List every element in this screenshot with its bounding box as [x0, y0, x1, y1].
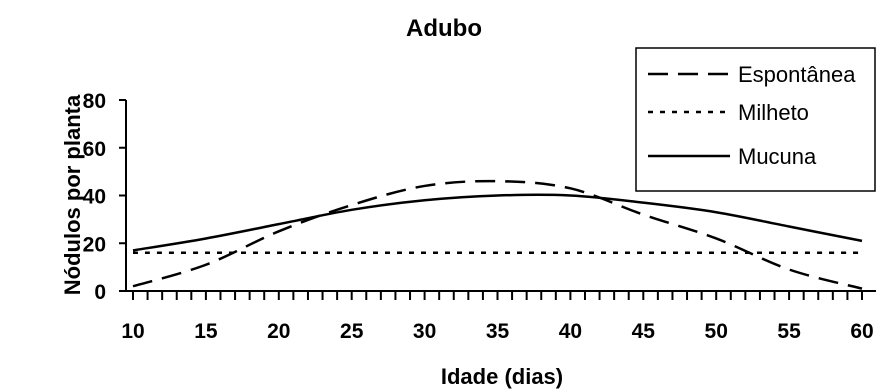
legend: Espontânea Milheto Mucuna — [635, 47, 876, 192]
y-ticks: 0 20 40 60 80 — [83, 90, 126, 304]
x-tick-label: 20 — [267, 320, 290, 343]
legend-label-milheto: Milheto — [738, 100, 809, 125]
y-tick-label: 80 — [83, 90, 106, 113]
x-tick-label: 50 — [705, 320, 728, 343]
series-line-espontanea — [132, 179, 863, 290]
legend-label-espontanea: Espontânea — [738, 62, 856, 87]
legend-label-mucuna: Mucuna — [738, 144, 817, 169]
x-tick-label: 10 — [121, 320, 144, 343]
x-tick-label: 30 — [413, 320, 436, 343]
y-tick-label: 40 — [83, 186, 106, 209]
x-tick-label: 45 — [632, 320, 656, 343]
y-tick-label: 20 — [83, 233, 106, 256]
x-minor-ticks — [132, 291, 863, 300]
x-tick-label: 40 — [559, 320, 582, 343]
chart-title: Adubo — [406, 15, 482, 42]
legend-box — [635, 47, 876, 192]
x-axis-label: Idade (dias) — [441, 364, 563, 389]
series-layer — [132, 179, 863, 290]
x-ticks: 10 15 20 25 30 35 40 45 50 55 60 — [121, 320, 873, 343]
series-line-mucuna — [132, 193, 863, 252]
y-tick-label: 60 — [83, 138, 106, 161]
x-tick-label: 35 — [486, 320, 510, 343]
x-tick-label: 60 — [850, 320, 873, 343]
x-tick-label: 25 — [340, 320, 364, 343]
y-axis-label: Nódulos por planta — [60, 94, 85, 295]
x-tick-label: 55 — [777, 320, 801, 343]
x-tick-label: 15 — [194, 320, 218, 343]
y-tick-label: 0 — [94, 281, 106, 304]
